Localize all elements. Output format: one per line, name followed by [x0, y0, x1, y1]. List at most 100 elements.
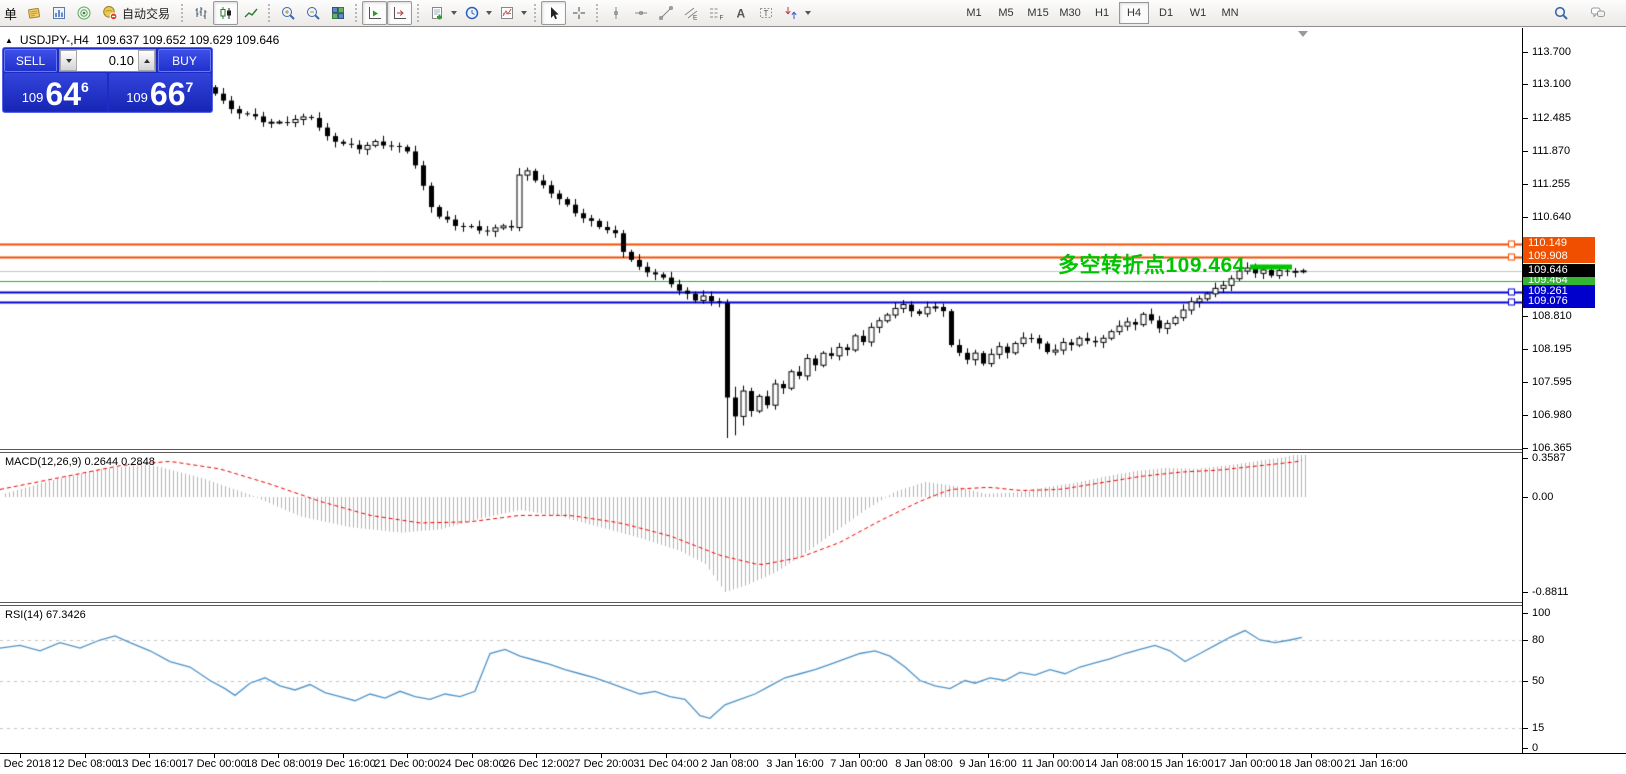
timeframe-button-H1[interactable]: H1	[1095, 7, 1110, 19]
timeframe-button-M30[interactable]: M30	[1059, 7, 1081, 19]
timeframe-group: M1 M5 M15 M30 H1 H4 D1 W1 MN	[958, 2, 1246, 24]
fibonacci-icon: F	[709, 8, 723, 21]
trend-line-button[interactable]	[653, 1, 678, 25]
time-axis-label: 12 Dec 08:00	[52, 758, 118, 770]
zoom-out-button[interactable]	[300, 1, 325, 25]
sell-button[interactable]: SELL	[4, 49, 57, 72]
arrows-dropdown-button[interactable]	[803, 2, 813, 24]
candles-button[interactable]	[213, 1, 239, 25]
pane-separator-rsi[interactable]	[0, 602, 1522, 606]
cursor-button[interactable]	[541, 1, 567, 25]
line-button[interactable]	[238, 1, 263, 25]
chart-window-button[interactable]	[46, 1, 71, 25]
axis-tick-mark	[1523, 118, 1528, 119]
volume-increase-button[interactable]	[138, 50, 155, 71]
sell-price-display[interactable]: 109 64 6	[4, 73, 107, 111]
axis-tick-mark	[1523, 613, 1528, 614]
time-axis-label: 17 Dec 00:00	[181, 758, 247, 770]
one-click-trading-panel: SELL BUY 109 64 6 109 66 7	[2, 47, 213, 113]
templates-button[interactable]	[494, 1, 519, 25]
vertical-line-button[interactable]	[603, 1, 628, 25]
chart-shift-button[interactable]	[387, 1, 413, 25]
time-axis-label: 31 Dec 04:00	[633, 758, 699, 770]
horizontal-line-icon	[634, 11, 647, 15]
chevron-down-icon	[805, 11, 812, 15]
price-axis[interactable]: 113.700 113.100 112.485 111.870 111.255 110.6…	[1522, 28, 1626, 754]
volume-stepper	[59, 49, 156, 72]
toolbar: 单 自动交易 E F A T M1 M5 M15 M30 H1 H4 D1 W1 MN	[0, 0, 1626, 27]
volume-decrease-button[interactable]	[60, 50, 77, 71]
time-tick-mark	[472, 754, 473, 758]
periods-button[interactable]	[459, 1, 484, 25]
time-tick-mark	[278, 754, 279, 758]
tile-windows-button[interactable]	[325, 1, 350, 25]
equidistant-channel-button[interactable]: E	[678, 1, 703, 25]
timeframe-button-M1[interactable]: M1	[966, 7, 982, 19]
arrows-button[interactable]	[778, 1, 803, 25]
indicators-button[interactable]	[424, 1, 449, 25]
fibonacci-button[interactable]: F	[703, 1, 728, 25]
bars-button[interactable]	[188, 1, 213, 25]
chart-shift-marker-icon[interactable]	[1298, 31, 1308, 37]
rsi-tick-label: 80	[1532, 634, 1545, 646]
pane-separator-macd[interactable]	[0, 449, 1522, 453]
search-button[interactable]	[1548, 1, 1573, 25]
timeframe-button-W1[interactable]: W1	[1189, 7, 1207, 19]
new-order-button[interactable]	[21, 1, 46, 25]
axis-tick-mark	[1523, 217, 1528, 218]
timeframe-button-H4[interactable]: H4	[1119, 2, 1150, 24]
text-button[interactable]: A	[728, 1, 753, 25]
chat-button[interactable]	[1585, 1, 1610, 25]
axis-tick-mark	[1523, 349, 1528, 350]
indicators-dropdown-button[interactable]	[449, 2, 459, 24]
chart-region[interactable]: ▲ USDJPY-,H4 109.637 109.652 109.629 109…	[0, 28, 1522, 753]
trend-line-icon	[658, 6, 673, 20]
time-axis-label: 2 Jan 08:00	[701, 758, 759, 770]
axis-tick-mark	[1523, 728, 1528, 729]
sell-big-figure: 109	[21, 90, 44, 105]
price-tick-label: 111.255	[1532, 178, 1571, 190]
price-tick-label: 108.810	[1532, 310, 1572, 322]
rsi-tick-label: 15	[1532, 722, 1545, 734]
volume-input[interactable]	[77, 50, 138, 71]
macd-tick-label: 0.00	[1532, 491, 1554, 503]
time-tick-mark	[988, 754, 989, 758]
time-tick-mark	[407, 754, 408, 758]
periods-dropdown-button[interactable]	[484, 2, 494, 24]
rsi-indicator-label: RSI(14) 67.3426	[5, 609, 86, 621]
auto-scroll-button[interactable]	[362, 1, 388, 25]
timeframe-button-D1[interactable]: D1	[1159, 7, 1174, 19]
price-chart-canvas[interactable]	[0, 28, 1522, 753]
time-axis-label: 18 Dec 08:00	[245, 758, 311, 770]
crosshair-button[interactable]	[566, 1, 591, 25]
buy-button[interactable]: BUY	[158, 49, 211, 72]
collapse-arrow-icon[interactable]: ▲	[5, 35, 13, 45]
toolbar-groups: 自动交易 E F A T M1 M5 M15 M30 H1 H4 D1 W1 MN	[21, 0, 1246, 26]
axis-tick-mark	[1523, 184, 1528, 185]
time-axis-label: 11 Jan 00:00	[1021, 758, 1085, 770]
symbol-period-label: USDJPY-,H4	[19, 33, 89, 47]
templates-dropdown-button[interactable]	[519, 2, 529, 24]
axis-tick-mark	[1523, 497, 1528, 498]
time-tick-mark	[343, 754, 344, 758]
zoom-in-button[interactable]	[275, 1, 300, 25]
menu-item-partial[interactable]: 单	[4, 6, 18, 22]
timeframe-button-M5[interactable]: M5	[998, 7, 1014, 19]
horizontal-line-button[interactable]	[628, 1, 653, 25]
toolbar-separator	[596, 4, 599, 22]
price-level-tag: 109.908	[1523, 250, 1595, 263]
timeframe-button-MN[interactable]: MN	[1221, 7, 1239, 19]
signal-button[interactable]	[71, 1, 96, 25]
axis-tick-mark	[1523, 382, 1528, 383]
rsi-tick-label: 100	[1532, 607, 1551, 619]
text-label-button[interactable]: T	[753, 1, 778, 25]
buy-price-display[interactable]: 109 66 7	[108, 73, 211, 111]
timeframe-button-M15[interactable]: M15	[1027, 7, 1049, 19]
autotrade-button[interactable]: 自动交易	[96, 1, 176, 25]
chart-annotation-text[interactable]: 多空转折点109.464	[1058, 254, 1245, 277]
time-axis-label: 3 Jan 16:00	[766, 758, 824, 770]
time-tick-mark	[1376, 754, 1377, 758]
toolbar-separator	[181, 4, 184, 22]
time-axis-label: 11 Dec 2018	[0, 758, 51, 770]
